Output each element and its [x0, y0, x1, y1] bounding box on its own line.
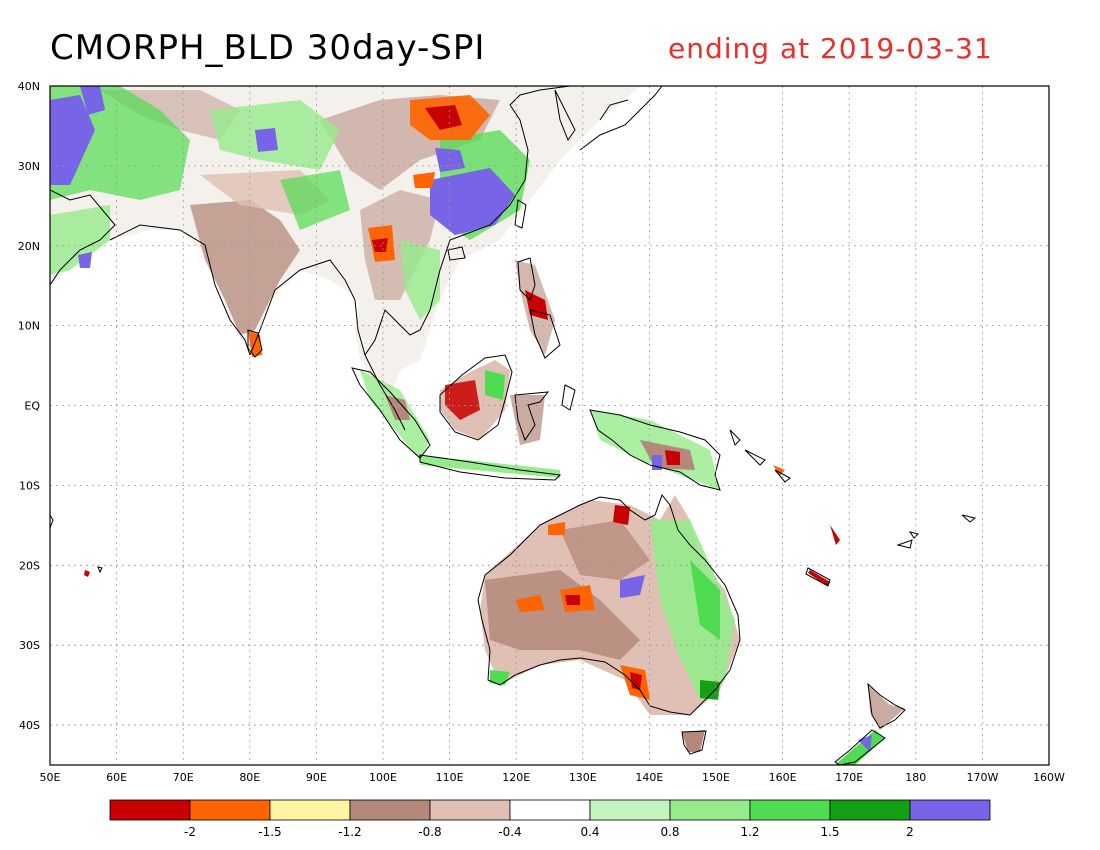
- lon-tick-label: 110E: [436, 771, 464, 784]
- colorbar-swatch: [589, 799, 671, 821]
- spi-fill-layer: [50, 86, 905, 765]
- graticule: [50, 86, 1049, 765]
- map-date-subtitle: ending at 2019-03-31: [668, 32, 993, 65]
- lon-tick-label: 130E: [569, 771, 597, 784]
- lon-tick-label: 100E: [369, 771, 397, 784]
- coastlines: [50, 86, 977, 765]
- lat-tick-label: 10N: [18, 320, 40, 333]
- spi-colorbar: -2 -1.5 -1.2 -0.8 -0.4 0.4 0.8 1.2 1.5 2: [109, 799, 991, 839]
- lon-tick-label: 170W: [966, 771, 998, 784]
- colorbar-label: -0.4: [498, 825, 521, 839]
- colorbar-label: 0.4: [580, 825, 599, 839]
- colorbar-label: -2: [184, 825, 196, 839]
- colorbar-swatch: [269, 799, 351, 821]
- lat-tick-label: EQ: [24, 400, 40, 413]
- colorbar-label: -0.8: [418, 825, 441, 839]
- lat-tick-label: 20S: [19, 559, 40, 572]
- lon-tick-label: 160W: [1033, 771, 1065, 784]
- lon-tick-label: 140E: [635, 771, 663, 784]
- colorbar-swatch: [669, 799, 751, 821]
- lat-tick-label: 30S: [19, 639, 40, 652]
- lat-tick-label: 20N: [18, 240, 40, 253]
- lon-tick-label: 60E: [106, 771, 127, 784]
- lat-tick-label: 10S: [19, 479, 40, 492]
- lon-tick-label: 70E: [173, 771, 194, 784]
- lon-tick-label: 50E: [40, 771, 61, 784]
- colorbar-label: 1.2: [740, 825, 759, 839]
- colorbar-label: 1.5: [820, 825, 839, 839]
- colorbar-swatch: [349, 799, 431, 821]
- colorbar-label: -1.5: [258, 825, 281, 839]
- lon-tick-label: 80E: [239, 771, 260, 784]
- map-area: [50, 86, 1049, 765]
- lon-tick-label: 120E: [502, 771, 530, 784]
- colorbar-label: 2: [906, 825, 914, 839]
- colorbar-label: 0.8: [660, 825, 679, 839]
- longitude-labels: 50E 60E 70E 80E 90E 100E 110E 120E 130E 140E 150E 1…: [40, 771, 1066, 784]
- lon-tick-label: 150E: [702, 771, 730, 784]
- lat-tick-label: 40N: [18, 80, 40, 93]
- lon-tick-label: 170E: [835, 771, 863, 784]
- map-title: CMORPH_BLD 30day-SPI: [50, 28, 486, 68]
- lat-tick-label: 40S: [19, 719, 40, 732]
- colorbar-swatch: [829, 799, 911, 821]
- colorbar-label: -1.2: [338, 825, 361, 839]
- colorbar-swatch: [909, 799, 991, 821]
- colorbar-swatch: [109, 799, 191, 821]
- colorbar-swatch: [189, 799, 271, 821]
- map-frame: [49, 85, 1050, 766]
- lon-tick-label: 160E: [769, 771, 797, 784]
- lon-tick-label: 180: [905, 771, 926, 784]
- colorbar-swatch: [429, 799, 511, 821]
- lat-tick-label: 30N: [18, 160, 40, 173]
- colorbar-swatch: [509, 799, 591, 821]
- colorbar-swatch: [749, 799, 831, 821]
- latitude-labels: 40N 30N 20N 10N EQ 10S 20S 30S 40S: [18, 80, 41, 732]
- lon-tick-label: 90E: [306, 771, 327, 784]
